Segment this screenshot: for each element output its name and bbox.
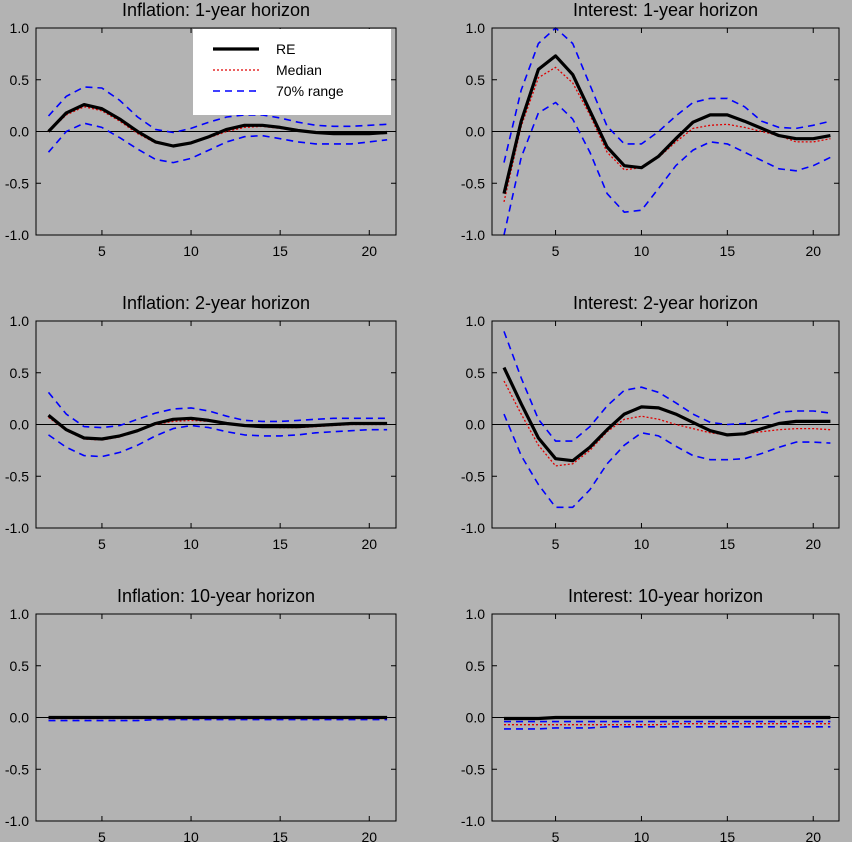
x-tick-label: 15 — [272, 243, 288, 259]
x-tick-label: 20 — [805, 829, 821, 842]
series-line-70-range-upper — [503, 27, 831, 163]
x-tick-label: 15 — [272, 536, 288, 552]
y-tick-label: -0.5 — [461, 175, 485, 191]
panel-interest-2-year-horizon: Interest: 2-year horizon -1.0 -0.5 0.0 0.5 1.… — [461, 293, 840, 552]
y-tick-label: -0.5 — [5, 175, 29, 191]
x-tick-label: 20 — [361, 243, 377, 259]
x-tick-label: 10 — [634, 536, 650, 552]
y-tick-label: 0.5 — [10, 72, 30, 88]
x-tick-label: 15 — [720, 829, 736, 842]
series-line-re — [504, 715, 831, 721]
plot-frame — [35, 27, 397, 236]
series-line-70-range-lower — [48, 424, 388, 458]
x-tick-label: 5 — [98, 536, 106, 552]
y-tick-label: -1.0 — [461, 520, 485, 536]
y-tick-label: 1.0 — [10, 20, 30, 36]
legend: RE Median 70% range — [193, 29, 391, 115]
y-tick-label: 0.0 — [10, 710, 30, 726]
legend-label-re: RE — [276, 41, 295, 57]
y-tick-label: 1.0 — [10, 606, 30, 622]
y-tick-label: -1.0 — [5, 520, 29, 536]
series-line-70-range-lower — [503, 413, 831, 509]
series-line-70-range-upper — [47, 391, 388, 429]
x-tick-label: 15 — [720, 536, 736, 552]
panel-title: Interest: 2-year horizon — [573, 293, 758, 313]
y-tick-label: 0.5 — [10, 658, 30, 674]
plot-frame — [491, 27, 840, 236]
legend-label-median: Median — [276, 62, 322, 78]
series-line-median — [503, 380, 831, 467]
y-tick-label: 1.0 — [10, 313, 30, 329]
x-tick-label: 15 — [720, 243, 736, 259]
series-line-70-range-lower — [504, 725, 831, 730]
panel-title: Inflation: 10-year horizon — [117, 586, 315, 606]
y-tick-label: 0.0 — [466, 417, 486, 433]
panel-inflation-2-year-horizon: Inflation: 2-year horizon -1.0 -0.5 0.0 0.5 1… — [5, 293, 397, 552]
panel-interest-10-year-horizon: Interest: 10-year horizon -1.0 -0.5 0.0 0.5 1… — [461, 586, 840, 842]
series-line-70-range-lower — [48, 718, 388, 722]
plot-frame — [491, 613, 840, 822]
y-tick-label: 1.0 — [466, 313, 486, 329]
y-tick-label: -0.5 — [5, 761, 29, 777]
y-tick-label: -1.0 — [5, 227, 29, 243]
plot-frame — [35, 613, 397, 822]
series-line-70-range-lower — [503, 101, 831, 236]
y-tick-label: 0.5 — [466, 72, 486, 88]
y-tick-label: 0.0 — [10, 124, 30, 140]
y-tick-label: -1.0 — [461, 813, 485, 829]
x-tick-label: 20 — [361, 536, 377, 552]
x-tick-label: 5 — [98, 829, 106, 842]
x-tick-label: 20 — [361, 829, 377, 842]
x-tick-label: 10 — [183, 243, 199, 259]
y-tick-label: -1.0 — [461, 227, 485, 243]
panel-title: Interest: 10-year horizon — [568, 586, 763, 606]
x-tick-label: 5 — [98, 243, 106, 259]
legend-box — [193, 29, 391, 115]
plot-frame — [491, 320, 840, 529]
series-line-70-range-upper — [47, 86, 388, 134]
y-tick-label: 0.0 — [466, 710, 486, 726]
legend-label-70-range: 70% range — [276, 83, 344, 99]
y-tick-label: 0.5 — [466, 658, 486, 674]
plot-frame — [35, 320, 397, 529]
series-line-70-range-upper — [503, 331, 831, 442]
x-tick-label: 5 — [552, 243, 560, 259]
y-tick-label: 0.5 — [466, 365, 486, 381]
series-line-re — [502, 54, 831, 194]
y-tick-label: 0.0 — [466, 124, 486, 140]
y-tick-label: -1.0 — [5, 813, 29, 829]
y-tick-label: -0.5 — [461, 468, 485, 484]
panel-interest-1-year-horizon: Interest: 1-year horizon -1.0 -0.5 0.0 0.5 1.… — [461, 0, 840, 259]
y-tick-label: 1.0 — [466, 606, 486, 622]
series-line-re — [47, 413, 388, 441]
x-tick-label: 15 — [272, 829, 288, 842]
panel-title: Inflation: 2-year horizon — [122, 293, 310, 313]
y-tick-label: -0.5 — [5, 468, 29, 484]
series-line-median — [504, 723, 831, 726]
x-tick-label: 10 — [183, 829, 199, 842]
series-line-re — [47, 102, 388, 148]
x-tick-label: 10 — [634, 829, 650, 842]
y-tick-label: -0.5 — [461, 761, 485, 777]
x-tick-label: 5 — [552, 536, 560, 552]
x-tick-label: 20 — [805, 536, 821, 552]
x-tick-label: 10 — [183, 536, 199, 552]
y-tick-label: 0.0 — [10, 417, 30, 433]
y-tick-label: 1.0 — [466, 20, 486, 36]
series-line-70-range-lower — [47, 122, 388, 164]
x-tick-label: 20 — [805, 243, 821, 259]
x-tick-label: 10 — [634, 243, 650, 259]
x-tick-label: 5 — [552, 829, 560, 842]
panel-title: Interest: 1-year horizon — [573, 0, 758, 20]
y-tick-label: 0.5 — [10, 365, 30, 381]
panel-inflation-10-year-horizon: Inflation: 10-year horizon -1.0 -0.5 0.0 0.5… — [5, 586, 397, 842]
panel-title: Inflation: 1-year horizon — [122, 0, 310, 20]
series-line-re — [502, 366, 831, 463]
